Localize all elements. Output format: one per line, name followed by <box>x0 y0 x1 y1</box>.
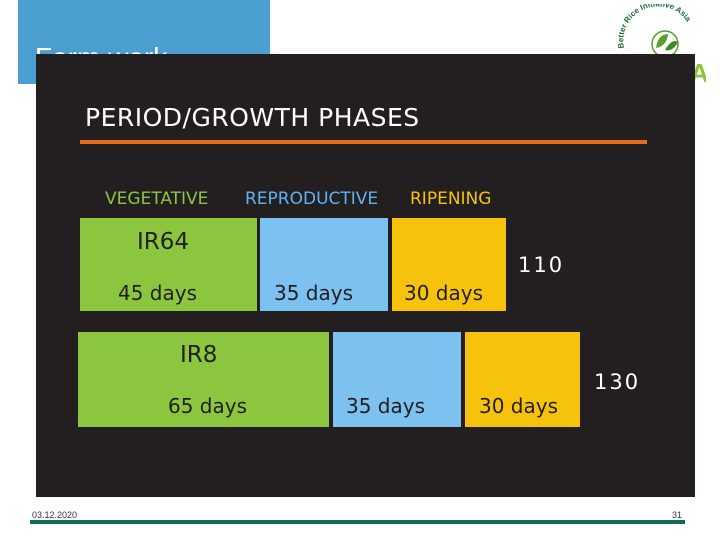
heading-underline <box>80 140 647 144</box>
ir8-variety-name: IR8 <box>180 342 218 368</box>
ir64-reproductive-days: 35 days <box>274 281 354 305</box>
phase-label-vegetative: VEGETATIVE <box>105 189 209 209</box>
ir8-reproductive-bar <box>333 332 461 427</box>
brand-logo: Better Rice Initiative Asia A <box>610 0 709 92</box>
ir64-variety-name: IR64 <box>137 229 190 255</box>
ir64-reproductive-bar <box>260 218 388 311</box>
ir64-total-days: 110 <box>518 253 565 277</box>
ir64-ripening-days: 30 days <box>404 281 484 305</box>
ir8-vegetative-days: 65 days <box>168 394 248 418</box>
leaf-logo-icon: Better Rice Initiative Asia A <box>616 0 709 88</box>
ir64-vegetative-bar <box>80 218 257 311</box>
ir8-reproductive-days: 35 days <box>346 394 426 418</box>
footer-date: 03.12.2020 <box>32 510 78 520</box>
ir64-vegetative-days: 45 days <box>118 281 198 305</box>
ir64-ripening-bar <box>392 218 506 311</box>
footer-page-number: 31 <box>672 510 683 520</box>
ir8-ripening-bar <box>465 332 580 427</box>
phase-label-reproductive: REPRODUCTIVE <box>245 189 379 209</box>
footer-divider <box>30 520 685 524</box>
ir8-ripening-days: 30 days <box>479 394 559 418</box>
growth-phases-heading: PERIOD/GROWTH PHASES <box>85 103 420 132</box>
ir8-total-days: 130 <box>594 370 641 394</box>
ir8-vegetative-bar <box>78 332 329 427</box>
phase-label-ripening: RIPENING <box>410 189 492 209</box>
